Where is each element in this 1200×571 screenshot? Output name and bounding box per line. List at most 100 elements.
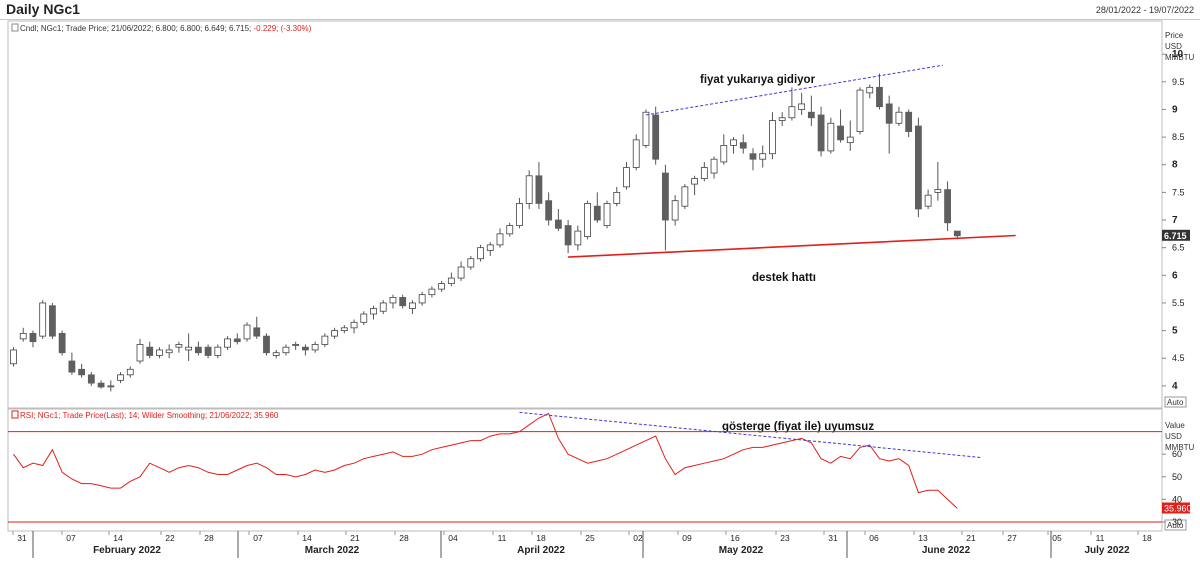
candle-up bbox=[856, 89, 864, 132]
candle-down bbox=[97, 382, 105, 388]
rsi-tick-label: 30 bbox=[1172, 517, 1182, 527]
date-axis: 31 07 14 22 28 07 14 21 28 04 11 18 25 02 09 16 23 31 06 13… bbox=[12, 531, 1152, 558]
candle-down bbox=[194, 346, 202, 354]
candle-down bbox=[749, 153, 757, 160]
candle-down bbox=[662, 172, 669, 221]
candle-up bbox=[10, 349, 17, 365]
candle-down bbox=[564, 225, 572, 246]
candle-up bbox=[623, 167, 630, 188]
rsi-series bbox=[13, 411, 982, 509]
candle-down bbox=[263, 335, 270, 354]
month-label: July 2022 bbox=[1084, 545, 1129, 556]
candle-up bbox=[224, 338, 231, 348]
candle-up bbox=[467, 258, 475, 268]
price-tick-label: 5 bbox=[1172, 326, 1178, 337]
candle-up bbox=[496, 233, 504, 246]
rsi-auto-button[interactable] bbox=[1164, 519, 1187, 531]
candle-up bbox=[730, 139, 737, 146]
month-label: March 2022 bbox=[305, 545, 360, 556]
price-axis-title-2: USD bbox=[1165, 42, 1182, 51]
date-tick-label: 21 bbox=[966, 533, 976, 543]
candle-up bbox=[632, 139, 640, 168]
candle-down bbox=[905, 111, 913, 132]
rsi-dashed-trendline bbox=[519, 411, 982, 459]
candle-up bbox=[243, 324, 251, 340]
rsi-tick-label: 50 bbox=[1172, 472, 1182, 482]
candle-down bbox=[253, 327, 261, 337]
price-auto-button[interactable] bbox=[1164, 396, 1187, 408]
month-label: February 2022 bbox=[93, 545, 161, 556]
candle-up bbox=[895, 111, 903, 124]
price-tick-label: 6.5 bbox=[1172, 243, 1185, 253]
date-tick-label: 11 bbox=[498, 533, 507, 543]
price-tick-label: 7 bbox=[1172, 215, 1178, 226]
candle-up bbox=[477, 247, 484, 260]
candle-up bbox=[603, 203, 611, 226]
candle-down bbox=[68, 360, 76, 373]
candle-down bbox=[399, 297, 407, 307]
price-tick-label: 8.5 bbox=[1172, 132, 1185, 142]
price-tick-label: 4.5 bbox=[1172, 353, 1185, 363]
price-tick-label: 9 bbox=[1172, 104, 1178, 115]
candle-up bbox=[613, 191, 621, 204]
candle-up bbox=[671, 200, 679, 221]
chart-title: Daily NGc1 bbox=[6, 1, 80, 17]
candle-up bbox=[370, 308, 377, 315]
month-label: June 2022 bbox=[922, 545, 971, 556]
candle-up bbox=[574, 230, 582, 246]
date-tick-label: 11 bbox=[1096, 533, 1105, 543]
date-tick-label: 18 bbox=[1142, 533, 1152, 543]
date-tick-label: 28 bbox=[204, 533, 214, 543]
candle-down bbox=[876, 86, 883, 108]
candle-up bbox=[350, 321, 358, 329]
price-tick-label: 6 bbox=[1172, 270, 1178, 281]
candle-up bbox=[389, 297, 397, 304]
rsi-tick-label: 40 bbox=[1172, 494, 1182, 504]
price-tick-label: 5.5 bbox=[1172, 298, 1185, 308]
candle-up bbox=[418, 294, 426, 304]
date-tick-label: 07 bbox=[66, 533, 76, 543]
candle-up bbox=[185, 346, 193, 351]
price-tick-label: 9.5 bbox=[1172, 77, 1185, 87]
rsi-auto-label: Auto bbox=[1167, 521, 1184, 530]
candle-up bbox=[438, 283, 446, 290]
price-axis-title-1: Price bbox=[1165, 31, 1184, 40]
candle-down bbox=[233, 338, 241, 343]
support-trendline bbox=[568, 234, 1016, 258]
candle-up bbox=[846, 136, 854, 144]
price-legend-swatch bbox=[11, 23, 19, 32]
candle-up bbox=[525, 175, 533, 204]
date-tick-label: 16 bbox=[730, 533, 740, 543]
candle-up bbox=[516, 203, 523, 226]
candle-up bbox=[691, 178, 698, 185]
rsi-axis-title-1: Value bbox=[1165, 421, 1185, 430]
candle-up bbox=[282, 346, 290, 354]
candle-down bbox=[652, 114, 660, 160]
month-label: May 2022 bbox=[719, 545, 764, 556]
upper-dashed-trendline bbox=[645, 64, 943, 116]
price-axis-title-3: MMBTU bbox=[1165, 53, 1195, 62]
candle-up bbox=[272, 352, 280, 356]
candle-up bbox=[642, 111, 650, 146]
annotation-rsi-divergence: gösterge (fiyat ile) uyumsuz bbox=[722, 421, 874, 433]
candle-up bbox=[486, 244, 494, 251]
date-range: 28/01/2022 - 19/07/2022 bbox=[1095, 5, 1194, 15]
date-tick-label: 23 bbox=[780, 533, 790, 543]
date-tick-label: 22 bbox=[165, 533, 175, 543]
candle-up bbox=[175, 344, 183, 348]
price-ticks: 4 4.5 5 5.5 6 6.5 7 7.5 8 8.5 9 9.5 10 bbox=[1162, 49, 1185, 392]
price-tick-label: 4 bbox=[1172, 381, 1178, 392]
candle-up bbox=[681, 186, 689, 207]
price-trendlines bbox=[568, 64, 1016, 258]
candle-up bbox=[117, 374, 124, 381]
candle-down bbox=[807, 111, 815, 119]
candle-down bbox=[204, 346, 212, 356]
date-tick-label: 04 bbox=[448, 533, 458, 543]
candle-up bbox=[379, 302, 387, 312]
candle-up bbox=[311, 344, 319, 351]
candle-up bbox=[126, 368, 134, 376]
candle-up bbox=[788, 106, 796, 119]
rsi-legend: RSI; NGc1; Trade Price(Last); 14; Wilder… bbox=[20, 411, 279, 420]
candle-down bbox=[885, 103, 893, 124]
